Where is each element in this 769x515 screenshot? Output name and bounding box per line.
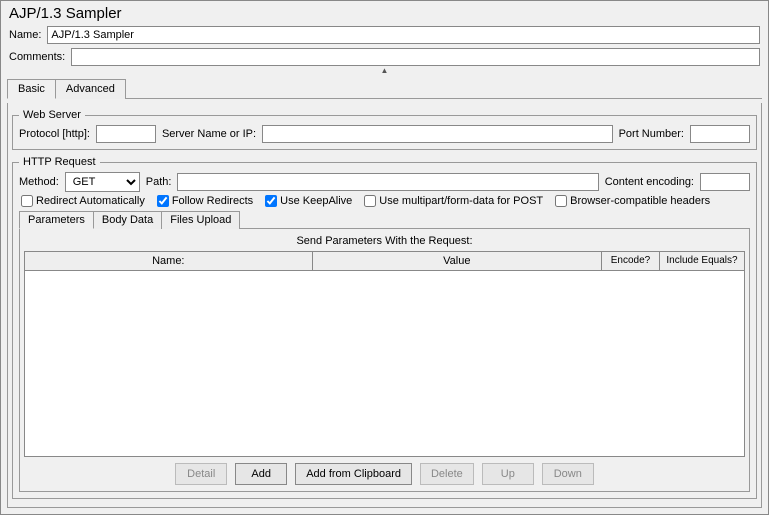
port-input[interactable] [690, 125, 750, 143]
page-title: AJP/1.3 Sampler [1, 1, 768, 24]
parameters-table[interactable]: Name: Value Encode? Include Equals? [24, 251, 745, 457]
server-input[interactable] [262, 125, 613, 143]
port-label: Port Number: [619, 128, 684, 140]
comments-input[interactable] [71, 48, 760, 66]
encoding-input[interactable] [700, 173, 750, 191]
method-select[interactable]: GET [65, 172, 140, 192]
follow-redirects-label: Follow Redirects [172, 195, 253, 207]
browser-compat-label: Browser-compatible headers [570, 195, 710, 207]
multipart-checkbox[interactable]: Use multipart/form-data for POST [364, 195, 543, 207]
server-label: Server Name or IP: [162, 128, 256, 140]
tab-files-upload[interactable]: Files Upload [161, 211, 240, 229]
browser-compat-input[interactable] [555, 195, 567, 207]
keepalive-checkbox[interactable]: Use KeepAlive [265, 195, 352, 207]
parameters-panel: Send Parameters With the Request: Name: … [19, 229, 750, 492]
col-name[interactable]: Name: [25, 252, 313, 270]
col-encode[interactable]: Encode? [602, 252, 660, 270]
http-options-row: Redirect Automatically Follow Redirects … [19, 192, 750, 208]
browser-compat-checkbox[interactable]: Browser-compatible headers [555, 195, 710, 207]
up-button[interactable]: Up [482, 463, 534, 485]
parameters-caption: Send Parameters With the Request: [24, 233, 745, 251]
detail-button[interactable]: Detail [175, 463, 227, 485]
method-label: Method: [19, 176, 59, 188]
protocol-label: Protocol [http]: [19, 128, 90, 140]
encoding-label: Content encoding: [605, 176, 694, 188]
comments-label: Comments: [9, 51, 65, 63]
keepalive-label: Use KeepAlive [280, 195, 352, 207]
tab-body-data[interactable]: Body Data [93, 211, 162, 229]
add-button[interactable]: Add [235, 463, 287, 485]
follow-redirects-checkbox[interactable]: Follow Redirects [157, 195, 253, 207]
http-request-fieldset: HTTP Request Method: GET Path: Content e… [12, 156, 757, 499]
path-label: Path: [146, 176, 172, 188]
collapse-handle-icon[interactable]: ▲ [1, 68, 768, 74]
keepalive-input[interactable] [265, 195, 277, 207]
multipart-input[interactable] [364, 195, 376, 207]
add-from-clipboard-button[interactable]: Add from Clipboard [295, 463, 412, 485]
parameters-buttons: Detail Add Add from Clipboard Delete Up … [24, 457, 745, 487]
down-button[interactable]: Down [542, 463, 594, 485]
http-request-legend: HTTP Request [19, 156, 100, 168]
ajp-sampler-window: AJP/1.3 Sampler Name: Comments: ▲ Basic … [0, 0, 769, 515]
basic-panel: Web Server Protocol [http]: Server Name … [7, 103, 762, 508]
multipart-label: Use multipart/form-data for POST [379, 195, 543, 207]
tab-parameters[interactable]: Parameters [19, 211, 94, 229]
redirect-auto-input[interactable] [21, 195, 33, 207]
comments-row: Comments: [1, 46, 768, 68]
name-input[interactable] [47, 26, 760, 44]
web-server-legend: Web Server [19, 109, 85, 121]
name-row: Name: [1, 24, 768, 46]
inner-tabs: Parameters Body Data Files Upload [19, 210, 750, 229]
tab-basic[interactable]: Basic [7, 79, 56, 99]
parameters-body[interactable] [25, 271, 744, 456]
tab-advanced[interactable]: Advanced [55, 79, 126, 99]
follow-redirects-input[interactable] [157, 195, 169, 207]
redirect-auto-label: Redirect Automatically [36, 195, 145, 207]
web-server-fieldset: Web Server Protocol [http]: Server Name … [12, 109, 757, 150]
redirect-auto-checkbox[interactable]: Redirect Automatically [21, 195, 145, 207]
outer-tabs: Basic Advanced [7, 78, 762, 99]
path-input[interactable] [177, 173, 598, 191]
col-include-equals[interactable]: Include Equals? [660, 252, 744, 270]
delete-button[interactable]: Delete [420, 463, 474, 485]
col-value[interactable]: Value [313, 252, 602, 270]
protocol-input[interactable] [96, 125, 156, 143]
parameters-header: Name: Value Encode? Include Equals? [25, 252, 744, 271]
name-label: Name: [9, 29, 41, 41]
